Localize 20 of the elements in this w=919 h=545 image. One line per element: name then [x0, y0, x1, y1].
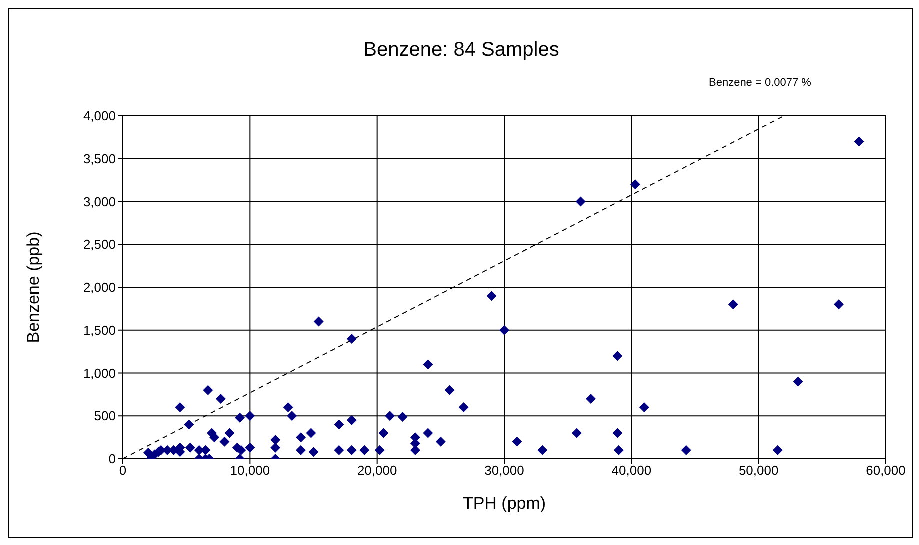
y-tick-label: 500 — [94, 408, 116, 424]
y-tick-label: 1,500 — [83, 322, 116, 338]
x-tick-label: 10,000 — [230, 463, 270, 478]
y-tick-label: 2,000 — [83, 280, 116, 296]
y-tick-label: 3,000 — [83, 194, 116, 210]
x-tick-label: 0 — [119, 463, 127, 478]
x-tick-label: 60,000 — [866, 463, 906, 478]
y-tick-label: 3,500 — [83, 151, 116, 166]
x-axis-title: TPH (ppm) — [462, 494, 546, 513]
y-tick-label: 0 — [108, 452, 116, 467]
x-tick-label: 40,000 — [612, 463, 652, 478]
x-tick-label: 20,000 — [357, 463, 398, 478]
y-tick-label: 2,500 — [83, 237, 116, 252]
x-tick-label: 30,000 — [484, 463, 524, 478]
text: Benzene = 0.0077 % — [709, 77, 812, 89]
chart-title: Benzene: 84 Samples — [362, 39, 560, 62]
x-tick-label: 50,000 — [738, 463, 779, 478]
y-axis-title: Benzene (ppb) — [24, 232, 44, 344]
y-tick-label: 1,000 — [83, 366, 116, 381]
y-tick-label: 4,000 — [83, 108, 116, 124]
